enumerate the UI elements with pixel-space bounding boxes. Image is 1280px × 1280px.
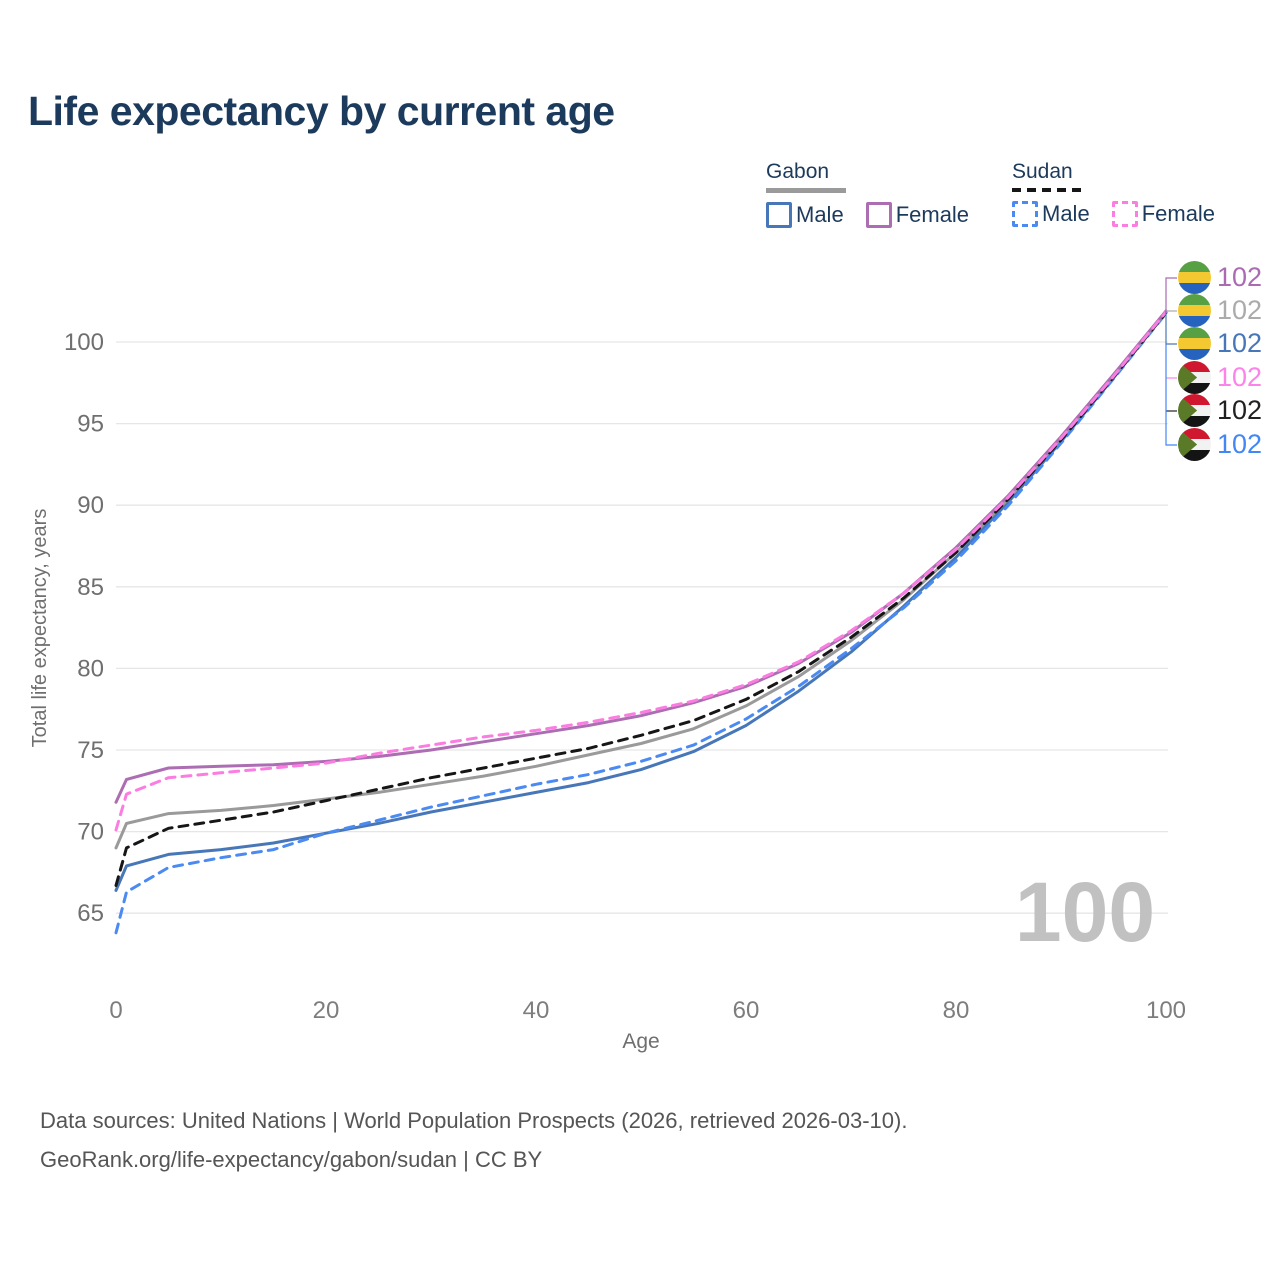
sudan-dashed-line-key-icon [1012, 188, 1086, 192]
legend-country-sudan[interactable]: Sudan [1012, 160, 1073, 183]
series-line-gabon-female[interactable] [114, 309, 1168, 804]
legend-item-label: Female [1141, 201, 1216, 226]
legend-item-label: Female [895, 202, 970, 227]
y-tick-label: 70 [77, 819, 104, 846]
sudan-flag-icon [1178, 394, 1211, 427]
gabon-flag-icon [1178, 327, 1211, 360]
end-label-value: 102 [1217, 395, 1263, 425]
gabon-male-swatch-icon [766, 202, 792, 228]
end-connector [1165, 344, 1177, 446]
end-label-value: 102 [1217, 429, 1263, 459]
y-tick-label: 95 [77, 411, 104, 438]
end-label-row-sudan-female[interactable]: 102 [1178, 361, 1262, 394]
legend-item-sudan-female[interactable]: Female [1111, 201, 1216, 227]
gabon-solid-line-key-icon [766, 188, 846, 193]
legend-group-gabon: Gabon Male Female [766, 160, 991, 228]
age-watermark: 100 [1015, 865, 1155, 959]
end-label-row-sudan-both[interactable]: 102 [1178, 394, 1262, 427]
end-label-row-gabon-male[interactable]: 102 [1178, 327, 1262, 360]
sudan-flag-icon [1178, 361, 1211, 394]
end-label-row-gabon-female[interactable]: 102 [1178, 261, 1262, 294]
end-label-value: 102 [1217, 328, 1263, 358]
legend-item-label: Male [796, 202, 844, 227]
y-tick-label: 85 [77, 574, 104, 601]
series-line-gabon-male[interactable] [114, 311, 1168, 892]
legend-country-gabon[interactable]: Gabon [766, 160, 830, 183]
x-tick-label: 100 [1146, 997, 1186, 1024]
gabon-flag-icon [1178, 294, 1211, 327]
end-label-row-gabon-both[interactable]: 102 [1178, 294, 1262, 327]
gabon-female-swatch-icon [865, 202, 892, 228]
y-tick-label: 90 [77, 492, 104, 519]
x-tick-label: 80 [943, 997, 970, 1024]
page-title: Life expectancy by current age [28, 88, 615, 134]
end-connector [1165, 277, 1177, 311]
y-axis-title: Total life expectancy, years [29, 509, 51, 748]
legend-item-gabon-female[interactable]: Female [865, 202, 970, 228]
end-label-value: 102 [1217, 362, 1263, 392]
y-tick-label: 100 [64, 329, 104, 356]
end-label-row-sudan-male[interactable]: 102 [1178, 428, 1262, 461]
series-line-sudan-female[interactable] [114, 310, 1168, 832]
source-url-note: GeoRank.org/life-expectancy/gabon/sudan … [40, 1147, 543, 1172]
gabon-flag-icon [1178, 261, 1211, 294]
sudan-flag-icon [1178, 428, 1211, 461]
sudan-female-swatch-icon [1111, 201, 1138, 227]
legend-item-label: Male [1042, 201, 1090, 226]
legend-item-sudan-male[interactable]: Male [1012, 201, 1090, 227]
x-axis-title: Age [622, 1030, 659, 1053]
series-line-gabon-both[interactable] [114, 310, 1168, 850]
legend-group-sudan: Sudan Male Female [1012, 160, 1237, 227]
series-line-sudan-male[interactable] [114, 311, 1168, 935]
data-sources-note: Data sources: United Nations | World Pop… [40, 1108, 908, 1133]
x-tick-label: 60 [733, 997, 760, 1024]
sudan-male-swatch-icon [1012, 201, 1038, 227]
end-label-value: 102 [1217, 295, 1263, 325]
x-tick-label: 40 [523, 997, 550, 1024]
series-line-sudan-both[interactable] [114, 311, 1168, 887]
legend-item-gabon-male[interactable]: Male [766, 202, 844, 228]
end-connector [1165, 311, 1177, 345]
y-tick-label: 80 [77, 655, 104, 682]
y-tick-label: 65 [77, 900, 104, 927]
x-tick-label: 20 [313, 997, 340, 1024]
end-label-value: 102 [1217, 262, 1263, 292]
x-tick-label: 0 [109, 997, 122, 1024]
y-tick-label: 75 [77, 737, 104, 764]
